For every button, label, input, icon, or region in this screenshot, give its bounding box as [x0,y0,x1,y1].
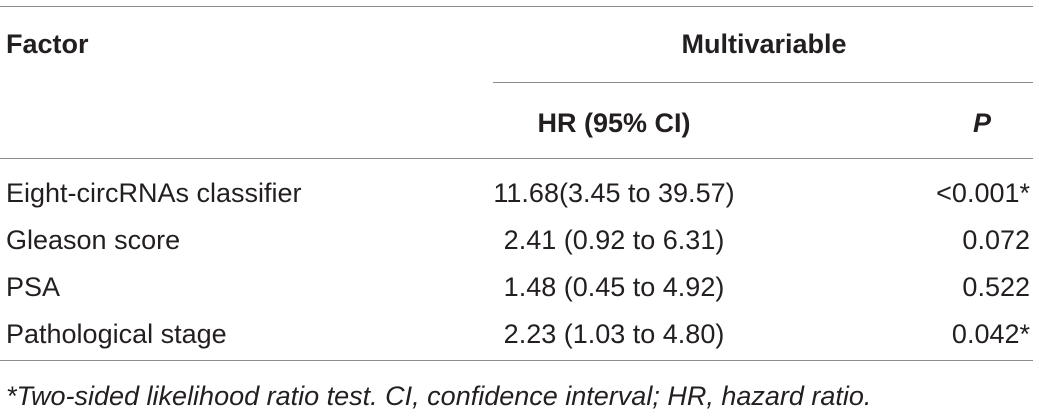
header-factor: Factor [6,29,89,59]
header-group: Multivariable [681,29,847,59]
p-cell: <0.001* [936,178,1030,208]
hr-cell: 2.41 (0.92 to 6.31) [503,225,725,255]
footnote: *Two-sided likelihood ratio test. CI, co… [6,381,872,411]
factor-cell: Gleason score [6,225,181,255]
factor-cell: Pathological stage [6,319,227,349]
group-rule [493,82,1033,83]
factor-cell: PSA [6,272,61,302]
hr-cell: 2.23 (1.03 to 4.80) [503,319,725,349]
p-cell: 0.522 [962,272,1030,302]
header-rule [0,158,1033,159]
p-cell: 0.072 [962,225,1030,255]
bottom-rule [0,360,1033,361]
hr-cell: 1.48 (0.45 to 4.92) [503,272,725,302]
p-cell: 0.042* [951,319,1030,349]
header-hr: HR (95% CI) [537,108,691,138]
factor-cell: Eight-circRNAs classifier [6,178,302,208]
top-rule [0,6,1033,7]
hr-cell: 11.68(3.45 to 39.57) [493,178,735,208]
header-p: P [972,108,992,138]
